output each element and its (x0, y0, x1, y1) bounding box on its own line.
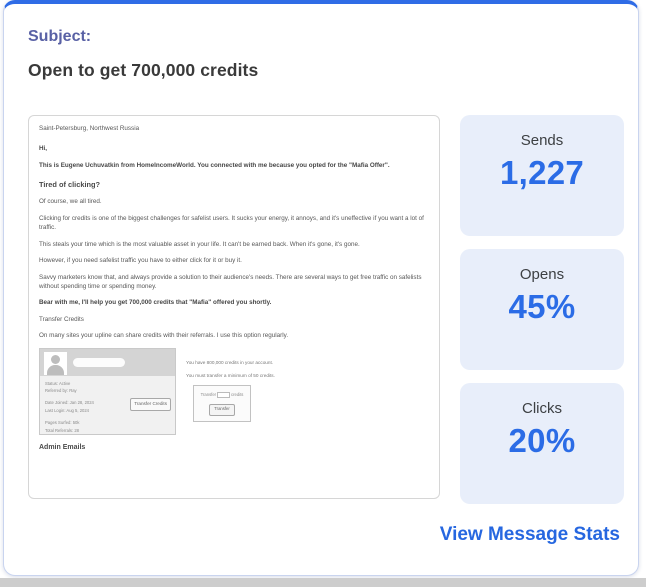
profile-header-band (40, 348, 175, 376)
email-preview: Saint-Petersburg, Northwest Russia Hi, T… (28, 115, 440, 499)
preview-intro: This is Eugene Uchuvatkin from HomeIncom… (39, 161, 390, 169)
transfer-input-image (217, 391, 231, 398)
profile-card-image: Status: Active Referred by: Ray Date Joi… (39, 347, 176, 438)
stat-value: 20% (508, 422, 576, 459)
preview-transfer-heading: Transfer Credits (39, 315, 84, 323)
account-credits-text: You have 800,000 credits in your account… (186, 359, 274, 365)
profile-row: Pages Surfed: 50k (45, 420, 80, 426)
stat-label: Clicks (522, 400, 562, 417)
transfer-form-prefix: Transfer (200, 392, 217, 397)
screenshot-right-panel: You have 800,000 credits in your account… (186, 348, 275, 435)
page-bottom-strip (0, 578, 646, 587)
subject-label: Subject: (28, 28, 92, 45)
view-message-stats-link[interactable]: View Message Stats (439, 524, 620, 545)
transfer-credits-button-image: Transfer Credits (130, 397, 171, 411)
preview-paragraph: Savvy marketers know that, and always pr… (39, 273, 422, 291)
stat-card-clicks: Clicks 20% (460, 383, 624, 504)
link-row: View Message Stats (28, 524, 624, 546)
embedded-screenshot: Status: Active Referred by: Ray Date Joi… (39, 347, 429, 438)
preview-paragraph: However, if you need safelist traffic yo… (39, 257, 242, 265)
profile-row: Status: Active (45, 380, 71, 386)
stat-card-sends: Sends 1,227 (460, 115, 624, 236)
main-row: Saint-Petersburg, Northwest Russia Hi, T… (28, 115, 624, 504)
profile-rows: Status: Active Referred by: Ray Date Joi… (40, 376, 175, 438)
admin-emails-text: Admin Emails (39, 443, 86, 451)
minimum-transfer-text: You must transfer a minimum of 50 credit… (186, 372, 275, 378)
stat-label: Opens (519, 266, 565, 283)
preview-location: Saint-Petersburg, Northwest Russia (39, 125, 140, 132)
preview-heading: Tired of clicking? (39, 180, 101, 190)
stat-value: 45% (508, 288, 576, 325)
profile-row: Date Joined: Jan 28, 2024 (45, 400, 94, 406)
transfer-submit-image: Transfer (209, 404, 235, 416)
preview-bold-line: Bear with me, I'll help you get 700,000 … (39, 299, 272, 307)
message-card: Subject: Open to get 700,000 credits Sai… (3, 0, 639, 576)
subject-title: Open to get 700,000 credits (28, 60, 259, 80)
transfer-form-image: Transfer credits Transfer (193, 384, 251, 422)
preview-paragraph: Clicking for credits is one of the bigge… (39, 214, 424, 232)
redacted-name (73, 357, 125, 367)
preview-paragraph: Of course, we all tired. (39, 198, 102, 206)
stat-label: Sends (520, 132, 564, 149)
preview-transfer-text: On many sites your upline can share cred… (39, 332, 289, 340)
avatar-icon (44, 351, 67, 375)
transfer-form-suffix: credits (231, 392, 244, 397)
preview-greeting: Hi, (39, 145, 48, 153)
profile-row: Last Login: Aug 5, 2024 (45, 407, 90, 413)
profile-row: Referred by: Ray (45, 388, 77, 394)
stat-card-opens: Opens 45% (460, 249, 624, 370)
stats-column: Sends 1,227 Opens 45% Clicks 20% (460, 115, 624, 504)
preview-paragraph: This steals your time which is the most … (39, 240, 360, 248)
stat-value: 1,227 (499, 154, 585, 191)
profile-row: Total Referrals: 28 (45, 427, 79, 433)
